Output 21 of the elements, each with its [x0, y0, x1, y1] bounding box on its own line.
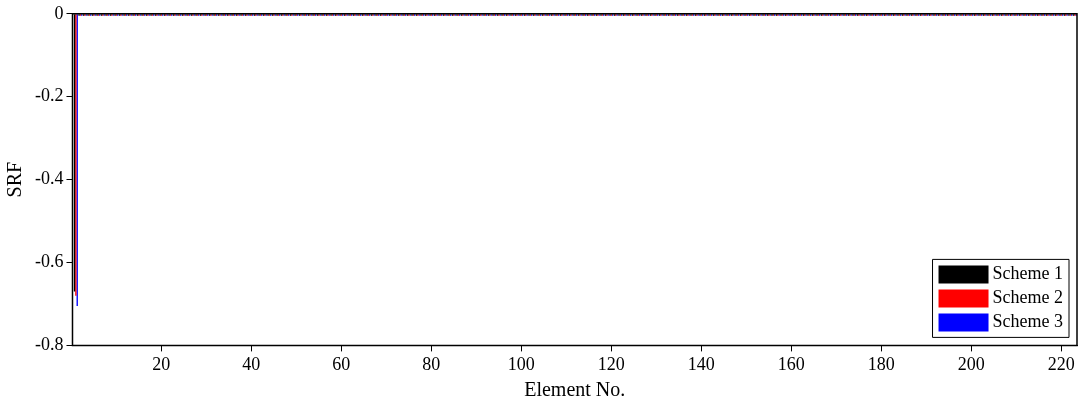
- x-tick-label: 120: [597, 353, 625, 374]
- x-tick-label: 80: [422, 353, 441, 374]
- x-tick-label: 20: [152, 353, 171, 374]
- x-tick-label: 40: [242, 353, 261, 374]
- x-tick-label: 180: [867, 353, 895, 374]
- legend-label: Scheme 2: [992, 287, 1063, 308]
- y-tick-label: -0.2: [34, 85, 64, 106]
- legend-label: Scheme 3: [992, 311, 1063, 332]
- y-tick-label: -0.4: [34, 168, 64, 189]
- x-tick-label: 60: [332, 353, 351, 374]
- y-tick-label: 0: [54, 2, 64, 23]
- x-tick-label: 140: [687, 353, 715, 374]
- x-tick-label: 100: [507, 353, 535, 374]
- x-tick-label: 220: [1047, 353, 1075, 374]
- x-tick-label: 200: [957, 353, 985, 374]
- x-tick-label: 160: [777, 353, 805, 374]
- x-axis-title: Element No.: [524, 378, 626, 401]
- y-tick-label: -0.8: [34, 334, 64, 355]
- y-axis-title: SRF: [3, 161, 26, 198]
- legend-label: Scheme 1: [992, 263, 1063, 284]
- y-tick-label: -0.6: [34, 251, 64, 272]
